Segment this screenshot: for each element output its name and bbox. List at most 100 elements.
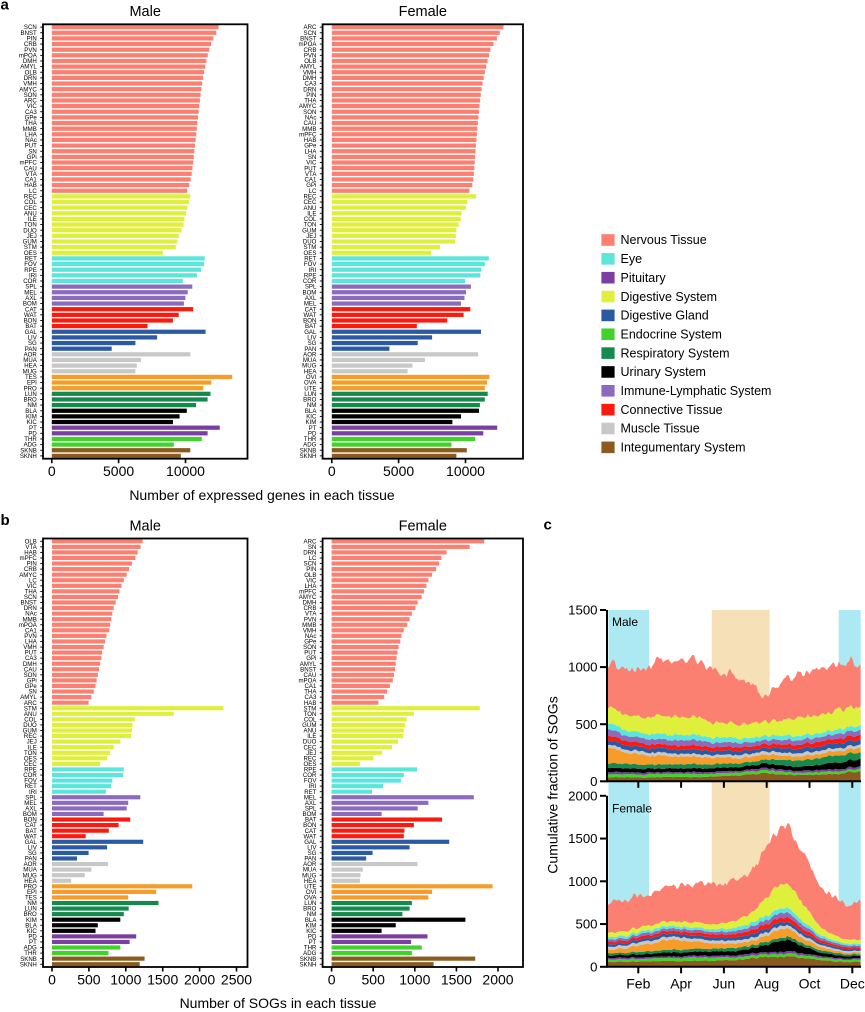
svg-text:Female: Female: [399, 4, 447, 20]
svg-text:SPL: SPL: [305, 806, 317, 813]
svg-text:CRB: CRB: [24, 41, 37, 48]
svg-text:THR: THR: [24, 950, 37, 957]
svg-text:Endocrine System: Endocrine System: [621, 328, 722, 342]
svg-text:NM: NM: [307, 402, 316, 409]
svg-text:1000: 1000: [568, 874, 597, 889]
svg-text:SN: SN: [308, 154, 316, 161]
svg-text:VIC: VIC: [27, 103, 38, 110]
svg-text:ARC: ARC: [24, 700, 37, 707]
svg-text:SKNH: SKNH: [20, 453, 37, 460]
svg-text:IRI: IRI: [29, 272, 37, 279]
svg-text:PUT: PUT: [304, 650, 316, 657]
svg-text:BRO: BRO: [24, 397, 37, 404]
svg-text:1000: 1000: [110, 971, 141, 987]
svg-text:Oct: Oct: [799, 975, 821, 991]
svg-text:COL: COL: [304, 717, 317, 724]
svg-text:BOM: BOM: [23, 811, 37, 818]
svg-text:BRO: BRO: [303, 397, 316, 404]
svg-text:SN: SN: [308, 544, 316, 551]
svg-text:mPOA: mPOA: [19, 52, 38, 59]
svg-text:1500: 1500: [441, 971, 472, 987]
svg-text:GAL: GAL: [25, 329, 38, 336]
svg-text:CEC: CEC: [304, 744, 317, 751]
svg-text:mPOA: mPOA: [298, 41, 317, 48]
svg-text:Urinary System: Urinary System: [621, 365, 706, 379]
svg-text:SKNH: SKNH: [20, 961, 37, 968]
svg-text:BON: BON: [24, 318, 37, 325]
svg-text:SKNB: SKNB: [300, 956, 317, 963]
svg-text:PVN: PVN: [24, 633, 37, 640]
svg-text:Muscle Tissue: Muscle Tissue: [621, 422, 700, 436]
svg-text:EPI: EPI: [27, 889, 37, 896]
svg-text:AMYC: AMYC: [299, 594, 317, 601]
svg-text:STM: STM: [304, 244, 317, 251]
svg-text:TON: TON: [304, 711, 317, 718]
svg-text:SCN: SCN: [304, 30, 317, 37]
svg-text:LC: LC: [29, 188, 37, 195]
svg-text:RPE: RPE: [24, 767, 37, 774]
svg-text:GAL: GAL: [25, 839, 38, 846]
svg-text:DRN: DRN: [303, 550, 316, 557]
svg-text:OLB: OLB: [25, 69, 37, 76]
svg-text:ANU: ANU: [304, 728, 317, 735]
svg-text:GUM: GUM: [302, 227, 316, 234]
svg-text:SCN: SCN: [24, 24, 37, 31]
svg-text:VIC: VIC: [306, 160, 317, 167]
svg-text:SKNB: SKNB: [20, 956, 37, 963]
svg-text:DRN: DRN: [303, 86, 316, 93]
svg-text:MUG: MUG: [23, 872, 37, 879]
svg-text:VMH: VMH: [23, 644, 37, 651]
svg-text:SN: SN: [28, 689, 36, 696]
svg-text:VTA: VTA: [25, 544, 37, 551]
svg-text:0: 0: [590, 774, 597, 789]
svg-text:PT: PT: [29, 425, 37, 432]
svg-text:HAB: HAB: [24, 182, 37, 189]
svg-text:1000: 1000: [399, 971, 430, 987]
svg-text:SG: SG: [308, 850, 317, 857]
svg-text:FOV: FOV: [24, 778, 37, 785]
svg-text:LUN: LUN: [25, 391, 37, 398]
svg-text:CA1: CA1: [25, 177, 37, 184]
svg-text:PIN: PIN: [306, 92, 316, 99]
svg-text:GPi: GPi: [306, 182, 316, 189]
svg-text:REC: REC: [304, 755, 317, 762]
svg-text:OVI: OVI: [306, 374, 317, 381]
svg-text:5000: 5000: [383, 463, 414, 479]
svg-text:MUA: MUA: [303, 867, 317, 874]
svg-text:Feb: Feb: [626, 975, 650, 991]
svg-text:FOV: FOV: [304, 261, 317, 268]
svg-text:PT: PT: [309, 425, 317, 432]
svg-text:GPe: GPe: [304, 639, 317, 646]
svg-text:AXL: AXL: [25, 295, 37, 302]
svg-text:ANU: ANU: [24, 210, 37, 217]
svg-text:AMYL: AMYL: [300, 64, 317, 71]
svg-text:10000: 10000: [446, 463, 485, 479]
svg-text:MEL: MEL: [304, 794, 317, 801]
svg-text:OES: OES: [24, 755, 37, 762]
svg-text:NAc: NAc: [305, 115, 317, 122]
svg-text:MEL: MEL: [304, 301, 317, 308]
svg-text:DUO: DUO: [303, 239, 317, 246]
svg-text:mPFC: mPFC: [299, 131, 317, 138]
svg-text:HEA: HEA: [304, 878, 317, 885]
svg-text:KIC: KIC: [27, 419, 38, 426]
svg-text:0: 0: [48, 971, 56, 987]
svg-text:mPFC: mPFC: [20, 555, 38, 562]
svg-text:BAT: BAT: [305, 323, 317, 330]
svg-text:LC: LC: [309, 555, 317, 562]
svg-text:ANU: ANU: [304, 205, 317, 212]
svg-text:CEC: CEC: [24, 205, 37, 212]
svg-text:RPE: RPE: [304, 272, 317, 279]
svg-text:WAT: WAT: [24, 312, 37, 319]
svg-text:ADG: ADG: [24, 442, 37, 449]
svg-text:DMH: DMH: [23, 58, 37, 65]
svg-text:OES: OES: [24, 250, 37, 257]
svg-text:DUO: DUO: [23, 722, 37, 729]
svg-text:CA3: CA3: [25, 655, 37, 662]
svg-text:GAL: GAL: [304, 839, 317, 846]
svg-text:LHA: LHA: [305, 583, 318, 590]
svg-text:HEA: HEA: [304, 368, 317, 375]
svg-text:GPi: GPi: [306, 655, 316, 662]
svg-text:Cumulative fraction of SOGs: Cumulative fraction of SOGs: [545, 696, 561, 873]
svg-text:Integumentary System: Integumentary System: [621, 441, 746, 455]
